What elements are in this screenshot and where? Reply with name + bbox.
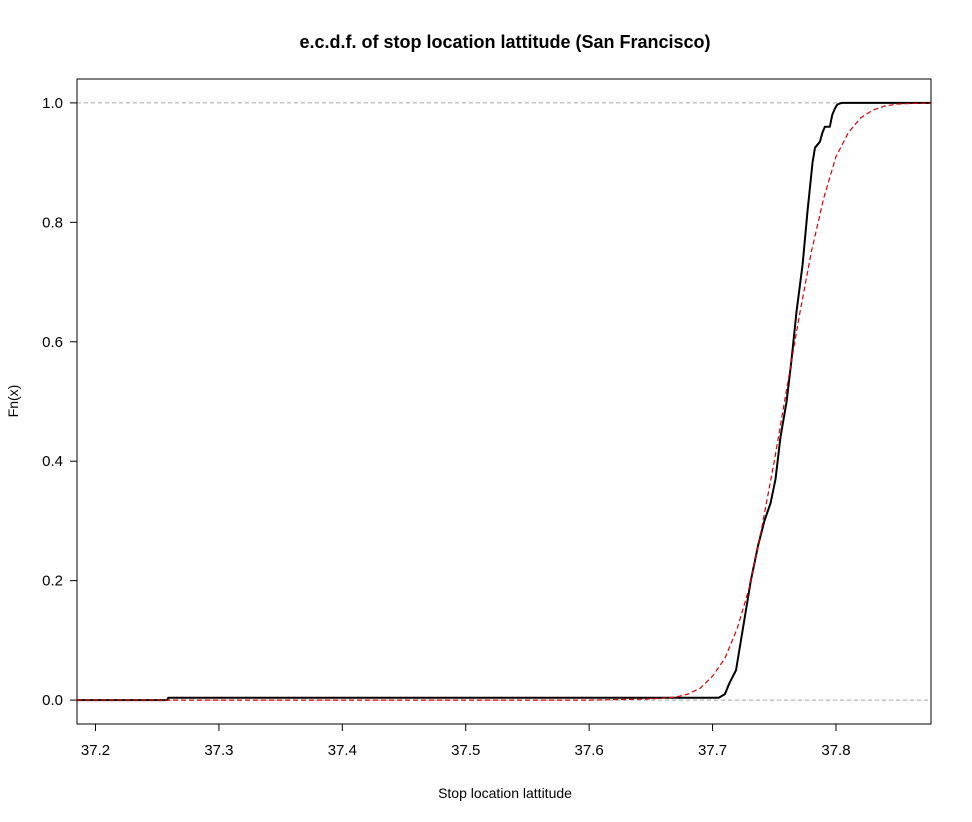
- x-tick-label: 37.6: [575, 742, 604, 759]
- y-tick-label: 0.0: [42, 692, 63, 709]
- plot-frame: [76, 78, 932, 725]
- x-tick-label: 37.2: [81, 742, 110, 759]
- y-tick-label: 0.8: [42, 214, 63, 231]
- y-axis: 0.0 0.2 0.4 0.6 0.8 1.0: [42, 95, 77, 709]
- series-line-1: [77, 101, 931, 702]
- x-axis-label: Stop location lattitude: [438, 785, 572, 801]
- y-axis-label: Fn(x): [5, 385, 21, 418]
- y-tick-label: 0.6: [42, 334, 63, 351]
- series-layer: [77, 101, 932, 702]
- x-axis: 37.2 37.3 37.4 37.5 37.6 37.7 37.8: [81, 724, 851, 759]
- y-tick-label: 0.2: [42, 573, 63, 590]
- reference-lines: [77, 102, 931, 701]
- x-tick-label: 37.3: [204, 742, 233, 759]
- chart-title: e.c.d.f. of stop location lattitude (San…: [299, 32, 710, 52]
- series-line-2: [77, 102, 932, 701]
- x-tick-label: 37.4: [328, 742, 357, 759]
- y-tick-label: 1.0: [42, 95, 63, 112]
- x-tick-label: 37.5: [451, 742, 480, 759]
- y-tick-label: 0.4: [42, 453, 63, 470]
- x-tick-label: 37.7: [698, 742, 727, 759]
- x-tick-label: 37.8: [821, 742, 850, 759]
